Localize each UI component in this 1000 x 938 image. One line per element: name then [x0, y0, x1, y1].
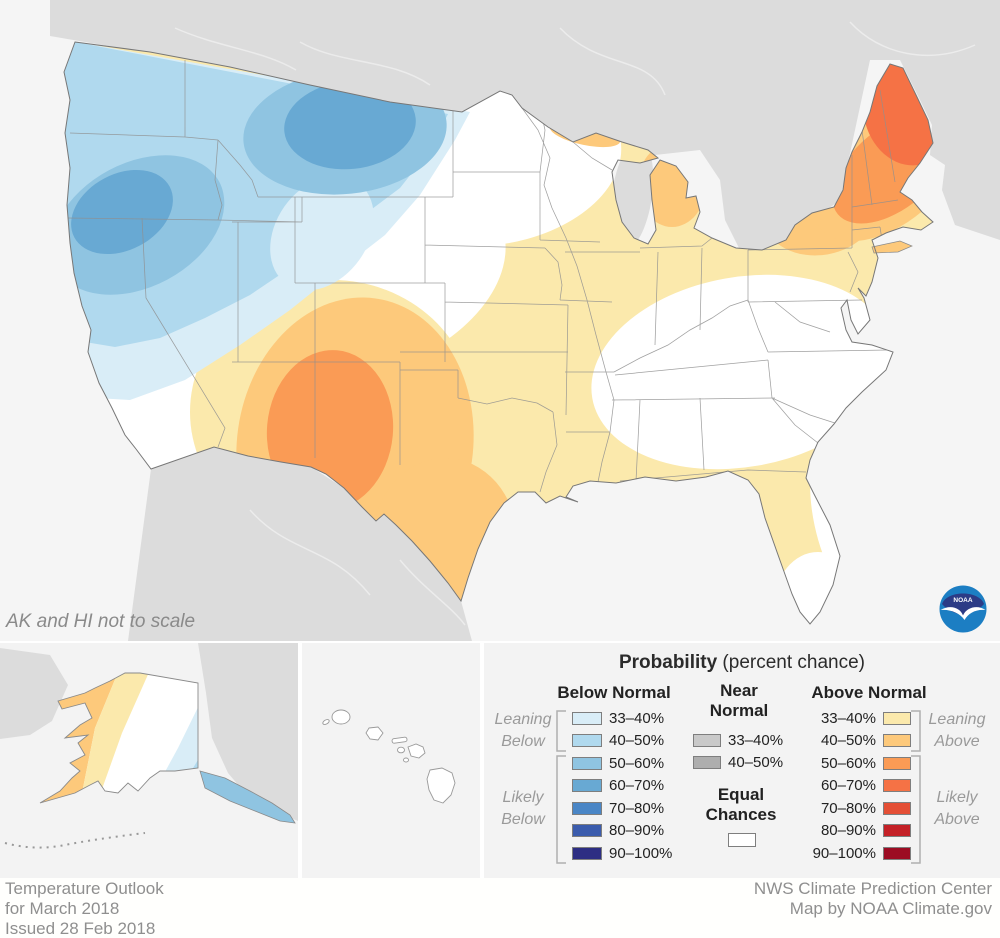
legend-panel: Probability (percent chance) Below Norma…	[484, 643, 1000, 878]
near-swatch-33-40	[693, 733, 721, 747]
alaska-inset-map	[0, 643, 298, 849]
conus-outlook-map	[50, 0, 1000, 641]
leaning-below-bracket	[556, 710, 566, 752]
state-borders	[66, 60, 899, 493]
hawaii-inset-map	[322, 709, 456, 804]
above-swatch-80-90	[883, 824, 911, 838]
region-below-33-40-wedge	[270, 175, 374, 291]
equal-chances-label: Equal Chances	[705, 785, 777, 824]
footer-source: NWS Climate Prediction Center	[753, 879, 992, 898]
below-normal-header: Below Normal	[557, 683, 671, 702]
above-swatch-70-80	[883, 801, 911, 815]
above-swatch-60-70	[883, 779, 911, 793]
legend-title-rest: (percent chance)	[717, 652, 866, 673]
below-swatch-33-40	[572, 711, 602, 725]
leaning-above-label: Leaning Above	[928, 711, 986, 750]
legend-row: 40–50%	[693, 752, 783, 775]
likely-below-bracket	[556, 755, 566, 864]
above-swatch-90-100	[883, 846, 911, 860]
near-normal-scale: 33–40% 40–50%	[693, 729, 783, 774]
below-swatch-40-50	[572, 734, 602, 748]
hawaii-islands	[322, 709, 456, 804]
russia-region	[0, 648, 68, 739]
region-below-60-70-montana	[284, 80, 416, 170]
below-swatch-90-100	[572, 846, 602, 860]
scale-note: AK and HI not to scale	[6, 611, 196, 632]
likely-above-label: Likely Above	[934, 789, 980, 828]
below-swatch-70-80	[572, 801, 602, 815]
above-normal-header: Above Normal	[811, 683, 927, 702]
legend-row: 70–80%	[805, 797, 911, 820]
below-normal-scale: 33–40% 40–50% 50–60% 60–70% 70–80% 80–90…	[572, 707, 672, 865]
above-normal-scale: 33–40% 40–50% 50–60% 60–70% 70–80% 80–90…	[805, 707, 911, 865]
legend-row: 33–40%	[572, 707, 672, 730]
above-swatch-40-50	[883, 734, 911, 748]
long-island	[871, 240, 913, 254]
below-swatch-60-70	[572, 779, 602, 793]
legend-row: 33–40%	[805, 707, 911, 730]
legend-row: 33–40%	[693, 729, 783, 752]
noaa-logo-bird	[940, 607, 986, 620]
legend-title: Probability (percent chance)	[484, 652, 1000, 674]
noaa-logo: NOAA	[939, 585, 987, 633]
legend-row: 90–100%	[805, 842, 911, 865]
us-outline	[63, 41, 934, 625]
legend-title-bold: Probability	[618, 652, 718, 673]
likely-above-bracket	[911, 755, 921, 864]
mexico-detail-lines	[249, 509, 466, 626]
likely-below-label: Likely Below	[501, 789, 545, 828]
near-header-line1: Near	[720, 681, 758, 700]
footer-credit: NWS Climate Prediction Center Map by NOA…	[754, 879, 992, 919]
legend-row: 40–50%	[572, 730, 672, 753]
footer-title-line1: Temperature Outlook	[5, 879, 164, 898]
footer: Temperature Outlook for March 2018 Issue…	[0, 878, 1000, 938]
near-header-line2: Normal	[709, 701, 769, 720]
alaska-outline	[39, 672, 199, 804]
footer-map-credit: Map by NOAA Climate.gov	[789, 899, 992, 918]
footer-title: Temperature Outlook for March 2018 Issue…	[5, 879, 164, 938]
aleutian-islands	[4, 832, 146, 849]
above-swatch-50-60	[883, 756, 911, 770]
legend-row: 80–90%	[572, 820, 672, 843]
near-swatch-40-50	[693, 756, 721, 770]
legend-row: 80–90%	[805, 820, 911, 843]
hawaii-inset-panel	[302, 643, 480, 878]
legend-row: 90–100%	[572, 842, 672, 865]
footer-issued-date: Issued 28 Feb 2018	[5, 919, 156, 938]
leaning-above-bracket	[911, 710, 921, 752]
region-below-60-70-oregon	[71, 169, 173, 255]
footer-title-line2: for March 2018	[5, 899, 120, 918]
mexico-region	[128, 447, 472, 641]
legend-row: 50–60%	[572, 752, 672, 775]
alaska-inset-panel	[0, 643, 298, 878]
leaning-below-label: Leaning Below	[494, 711, 552, 750]
canada-region-ak	[198, 643, 298, 821]
above-swatch-33-40	[883, 711, 911, 725]
below-swatch-80-90	[572, 824, 602, 838]
near-normal-header: Near Normal	[679, 681, 799, 721]
below-swatch-50-60	[572, 756, 602, 770]
legend-row: 70–80%	[572, 797, 672, 820]
legend-row: 60–70%	[572, 775, 672, 798]
alaska-panhandle	[199, 770, 296, 824]
noaa-logo-text: NOAA	[953, 597, 972, 604]
equal-chances-swatch	[728, 833, 756, 847]
legend-row: 60–70%	[805, 775, 911, 798]
legend-row: 50–60%	[805, 752, 911, 775]
canada-region	[50, 0, 1000, 258]
canada-detail-lines	[174, 21, 976, 96]
legend-row: 40–50%	[805, 730, 911, 753]
